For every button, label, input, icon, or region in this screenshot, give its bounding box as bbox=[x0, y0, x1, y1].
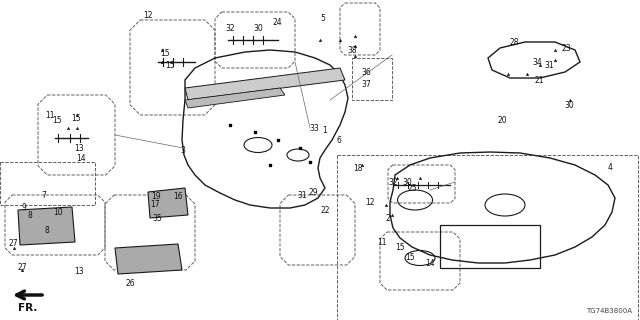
Text: TG74B3800A: TG74B3800A bbox=[586, 308, 632, 314]
Polygon shape bbox=[148, 188, 188, 218]
Text: 12: 12 bbox=[365, 197, 375, 206]
Text: 20: 20 bbox=[497, 116, 507, 124]
Text: 15: 15 bbox=[395, 243, 405, 252]
Text: 9: 9 bbox=[22, 203, 26, 212]
Bar bbox=[0, 162, 95, 205]
Text: 30: 30 bbox=[253, 23, 263, 33]
Text: 13: 13 bbox=[74, 143, 84, 153]
Text: 21: 21 bbox=[534, 76, 544, 84]
Text: 15: 15 bbox=[71, 114, 81, 123]
Text: 38: 38 bbox=[347, 45, 357, 54]
Text: 33: 33 bbox=[309, 124, 319, 132]
Text: 35: 35 bbox=[152, 213, 162, 222]
Text: 31: 31 bbox=[544, 60, 554, 69]
Text: 22: 22 bbox=[320, 205, 330, 214]
Text: 30: 30 bbox=[564, 100, 574, 109]
Text: 8: 8 bbox=[28, 211, 33, 220]
Text: 25: 25 bbox=[407, 183, 417, 193]
Text: 3: 3 bbox=[180, 146, 186, 155]
Bar bbox=[352, 58, 392, 100]
Text: 34: 34 bbox=[532, 58, 542, 67]
Text: 8: 8 bbox=[45, 226, 49, 235]
Text: 27: 27 bbox=[17, 262, 27, 271]
Text: 15: 15 bbox=[160, 49, 170, 58]
Text: 11: 11 bbox=[45, 110, 55, 119]
Text: 6: 6 bbox=[337, 135, 341, 145]
Text: 32: 32 bbox=[388, 178, 398, 187]
Text: 26: 26 bbox=[125, 278, 135, 287]
Text: 36: 36 bbox=[361, 68, 371, 76]
Text: 15: 15 bbox=[165, 60, 175, 69]
Text: 31: 31 bbox=[297, 190, 307, 199]
Text: 23: 23 bbox=[561, 44, 571, 52]
Text: 7: 7 bbox=[42, 190, 47, 199]
Text: 14: 14 bbox=[425, 259, 435, 268]
Text: 15: 15 bbox=[405, 253, 415, 262]
Text: 37: 37 bbox=[361, 79, 371, 89]
Text: 29: 29 bbox=[308, 188, 318, 196]
Text: 18: 18 bbox=[353, 164, 363, 172]
Text: 17: 17 bbox=[150, 199, 160, 209]
Text: 5: 5 bbox=[321, 13, 325, 22]
Polygon shape bbox=[115, 244, 182, 274]
Text: 14: 14 bbox=[76, 154, 86, 163]
Text: 19: 19 bbox=[151, 191, 161, 201]
Text: 16: 16 bbox=[173, 191, 183, 201]
Text: 1: 1 bbox=[323, 125, 328, 134]
Text: FR.: FR. bbox=[19, 303, 38, 313]
Text: 12: 12 bbox=[143, 11, 153, 20]
Text: 13: 13 bbox=[74, 268, 84, 276]
Polygon shape bbox=[18, 207, 75, 245]
Text: 30: 30 bbox=[402, 178, 412, 187]
Text: 2: 2 bbox=[386, 213, 390, 222]
Text: 24: 24 bbox=[272, 18, 282, 27]
Text: 11: 11 bbox=[377, 237, 387, 246]
Text: 10: 10 bbox=[53, 207, 63, 217]
Text: 27: 27 bbox=[8, 238, 18, 247]
Text: 28: 28 bbox=[509, 37, 519, 46]
Polygon shape bbox=[185, 68, 345, 100]
Polygon shape bbox=[185, 88, 285, 108]
Text: 32: 32 bbox=[225, 23, 235, 33]
Text: 15: 15 bbox=[52, 116, 62, 124]
Text: 4: 4 bbox=[607, 163, 612, 172]
Bar bbox=[337, 155, 638, 320]
